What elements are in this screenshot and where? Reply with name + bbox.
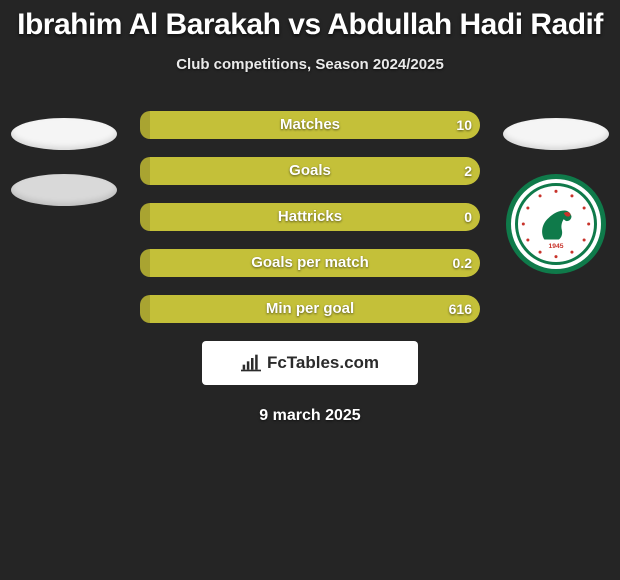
stat-value-right: 616 [449, 295, 472, 323]
stat-row: Goals2 [140, 157, 480, 185]
player-left-placeholder-1 [11, 118, 117, 150]
player-left-placeholder-2 [11, 174, 117, 206]
horse-icon: 1945 [527, 195, 585, 253]
brand-badge: FcTables.com [202, 341, 418, 385]
stat-label: Hattricks [140, 203, 480, 231]
svg-text:1945: 1945 [548, 243, 563, 250]
player-right-slot: 1945 [496, 118, 616, 274]
page-title: Ibrahim Al Barakah vs Abdullah Hadi Radi… [0, 0, 620, 42]
stat-value-right: 2 [464, 157, 472, 185]
stat-label: Matches [140, 111, 480, 139]
stat-value-right: 0.2 [453, 249, 472, 277]
stat-row: Goals per match0.2 [140, 249, 480, 277]
club-crest-inner: 1945 [515, 183, 597, 265]
stat-row: Min per goal616 [140, 295, 480, 323]
club-crest: 1945 [506, 174, 606, 274]
player-right-placeholder [503, 118, 609, 150]
player-left-slot [4, 118, 124, 206]
stat-label: Goals [140, 157, 480, 185]
stat-label: Min per goal [140, 295, 480, 323]
stat-row: Hattricks0 [140, 203, 480, 231]
stat-value-right: 10 [456, 111, 472, 139]
brand-text: FcTables.com [267, 353, 379, 373]
subtitle: Club competitions, Season 2024/2025 [0, 56, 620, 73]
date-text: 9 march 2025 [0, 407, 620, 425]
chart-bar-icon [241, 353, 261, 373]
stat-row: Matches10 [140, 111, 480, 139]
stat-label: Goals per match [140, 249, 480, 277]
stat-value-right: 0 [464, 203, 472, 231]
